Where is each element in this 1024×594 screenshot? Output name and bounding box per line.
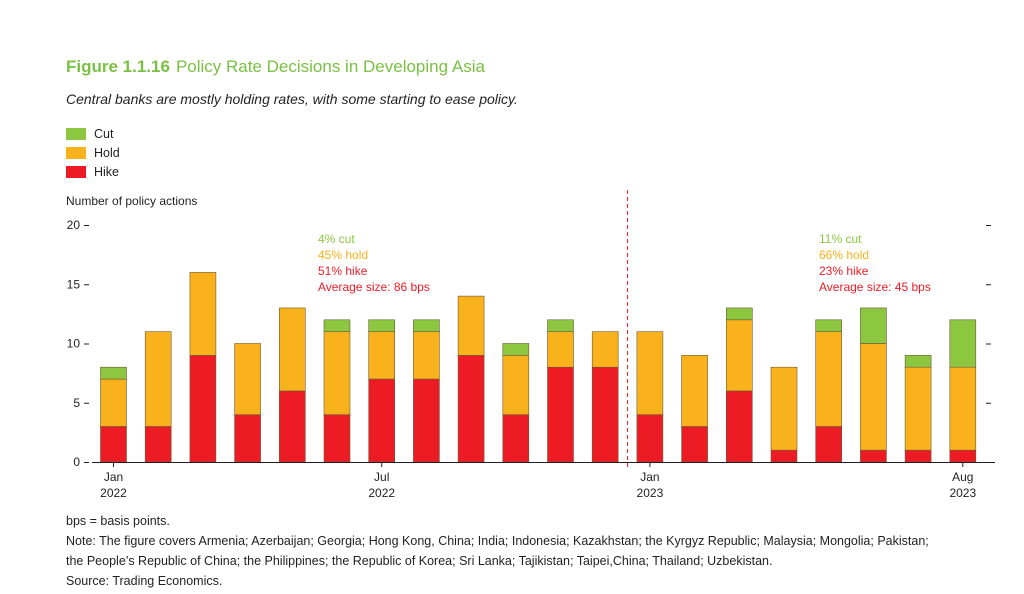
- legend-item-hike: Hike: [66, 162, 120, 181]
- bar-segment-cut: [860, 307, 887, 344]
- annotation-2023-line: Average size: 45 bps: [819, 280, 931, 294]
- bar-segment-cut: [547, 319, 574, 332]
- bar-segment-hold: [100, 378, 127, 427]
- bar-segment-hold: [189, 272, 217, 356]
- x-tick-label-year: 2023: [949, 486, 976, 500]
- bar-segment-hold: [278, 307, 306, 392]
- bar-segment-hike: [323, 414, 351, 463]
- legend-swatch-hike: [66, 165, 86, 178]
- y-tick-label: 20: [67, 218, 81, 232]
- annotation-2023-line: 11% cut: [819, 232, 862, 246]
- y-tick-label: 0: [73, 455, 80, 469]
- coverage-note-line-1: Note: The figure covers Armenia; Azerbai…: [66, 534, 929, 548]
- x-tick-label-month: Jan: [104, 470, 123, 484]
- bar-segment-hold: [636, 331, 664, 415]
- bar-segment-hike: [770, 449, 798, 463]
- bar-segment-hike: [234, 414, 261, 463]
- bar-segment-cut: [815, 319, 843, 332]
- bar-segment-hike: [725, 390, 753, 463]
- bar-segment-hike: [904, 449, 932, 463]
- legend-item-hold: Hold: [66, 143, 120, 162]
- bar-segment-hold: [413, 331, 440, 380]
- legend-label-cut: Cut: [94, 126, 114, 141]
- bar-segment-hike: [949, 449, 977, 463]
- bar-segment-hike: [681, 426, 708, 463]
- bar-segment-hike: [457, 355, 485, 463]
- bar-segment-hold: [949, 366, 977, 451]
- bar-segment-hold: [144, 331, 172, 427]
- coverage-note-line-2: the People’s Republic of China; the Phil…: [66, 554, 773, 568]
- bar-segment-hold: [457, 295, 485, 356]
- legend-swatch-cut: [66, 127, 86, 140]
- y-tick-label: 15: [67, 277, 81, 291]
- x-tick-label-month: Jan: [640, 470, 659, 484]
- legend-swatch-hold: [66, 146, 86, 159]
- bar-segment-hold: [904, 366, 932, 451]
- bar-segment-hold: [547, 331, 574, 368]
- bar-segment-hold: [502, 355, 530, 415]
- bar-segment-cut: [502, 343, 530, 356]
- bar-segment-hold: [323, 331, 351, 415]
- x-tick-label-year: 2022: [100, 486, 127, 500]
- annotation-2022-line: 51% hike: [318, 264, 368, 278]
- bar-segment-hike: [278, 390, 306, 463]
- annotation-2023-line: 66% hold: [819, 248, 869, 262]
- bar-segment-hike: [547, 366, 574, 463]
- bar-segment-cut: [949, 319, 977, 368]
- x-tick-label-month: Jul: [374, 470, 389, 484]
- source-note: Source: Trading Economics.: [66, 574, 223, 588]
- bar-segment-hike: [815, 426, 843, 463]
- bar-segment-hike: [189, 355, 217, 463]
- x-tick-label-year: 2023: [637, 486, 664, 500]
- y-tick-label: 5: [73, 396, 80, 410]
- bar-segment-hike: [413, 378, 440, 463]
- legend-item-cut: Cut: [66, 124, 120, 143]
- annotation-2022-line: 4% cut: [318, 232, 355, 246]
- y-axis-title: Number of policy actions: [66, 194, 197, 208]
- bar-segment-hold: [770, 366, 798, 451]
- x-tick-label-year: 2022: [368, 486, 395, 500]
- bar-segment-cut: [725, 307, 753, 321]
- bar-segment-hold: [681, 355, 708, 427]
- figure-number: Figure 1.1.16: [66, 57, 170, 76]
- chart-legend: Cut Hold Hike: [66, 124, 120, 181]
- bar-segment-hike: [591, 366, 619, 463]
- bar-segment-hold: [368, 331, 396, 380]
- abbreviation-note: bps = basis points.: [66, 514, 170, 528]
- bar-segment-hike: [636, 414, 664, 463]
- bar-segment-hold: [591, 331, 619, 368]
- annotation-2022-line: 45% hold: [318, 248, 368, 262]
- figure-name: Policy Rate Decisions in Developing Asia: [175, 57, 485, 76]
- bar-segment-cut: [413, 319, 440, 332]
- bar-segment-cut: [100, 366, 127, 380]
- bar-segment-hold: [815, 331, 843, 427]
- bar-segment-hike: [144, 426, 172, 463]
- figure-subtitle: Central banks are mostly holding rates, …: [66, 91, 518, 107]
- figure-title: Figure 1.1.16 Policy Rate Decisions in De…: [66, 57, 485, 77]
- annotation-2023-line: 23% hike: [819, 264, 869, 278]
- stacked-bar-chart: Number of policy actions 0 5 10 15 20 Jan 2022 J…: [66, 190, 995, 500]
- legend-label-hold: Hold: [94, 145, 120, 160]
- bar-segment-hike: [100, 426, 127, 463]
- bar-segment-hike: [368, 378, 396, 463]
- x-tick-label-month: Aug: [952, 470, 973, 484]
- bar-segment-cut: [368, 319, 396, 332]
- bar-segment-hold: [860, 343, 887, 451]
- y-tick-label: 10: [67, 337, 81, 351]
- bar-segment-hold: [725, 319, 753, 392]
- bar-segment-cut: [904, 355, 932, 368]
- annotation-2022-line: Average size: 86 bps: [318, 280, 430, 294]
- legend-label-hike: Hike: [94, 164, 120, 179]
- bar-segment-hike: [502, 414, 530, 463]
- figure-footer: bps = basis points. Note: The figure cov…: [66, 511, 1006, 591]
- bar-segment-hold: [234, 343, 261, 415]
- bar-segment-hike: [860, 449, 887, 463]
- bar-segment-cut: [323, 319, 351, 332]
